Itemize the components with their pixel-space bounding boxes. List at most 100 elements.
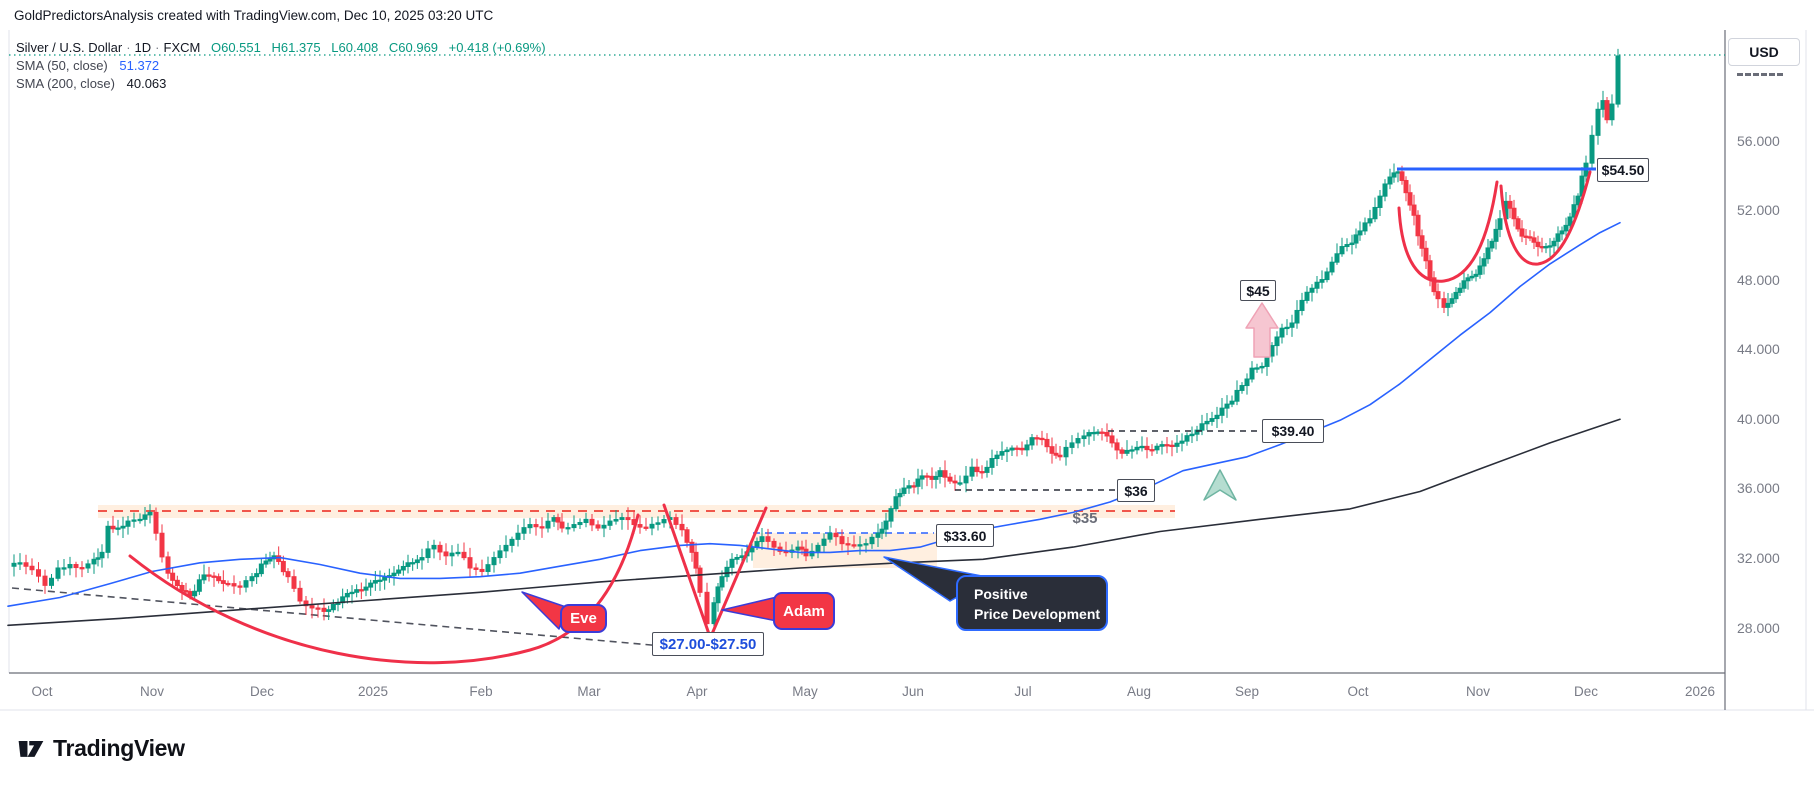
candle: [1519, 228, 1525, 237]
adam-v-left[interactable]: [662, 503, 711, 636]
candle: [1457, 287, 1463, 293]
candle: [1259, 365, 1265, 369]
candle: [613, 518, 619, 522]
candle: [1507, 200, 1513, 209]
candle: [1411, 204, 1417, 216]
candle: [1294, 309, 1300, 324]
candle: [85, 563, 91, 569]
candle: [1535, 241, 1541, 248]
candle: [1604, 100, 1610, 121]
candle: [1539, 246, 1545, 249]
candle: [55, 567, 61, 579]
candle: [1589, 134, 1595, 164]
candle: [1445, 302, 1451, 308]
teal-up-arrow[interactable]: [1203, 469, 1237, 501]
eve-rounded-bottom-curve[interactable]: [128, 513, 640, 665]
cup-curve-1[interactable]: [1397, 180, 1499, 283]
candle: [1314, 281, 1320, 289]
candle: [159, 532, 165, 558]
candle: [419, 557, 425, 561]
candle: [91, 558, 97, 565]
candle: [994, 454, 1000, 460]
pink-up-arrow[interactable]: [1245, 302, 1279, 358]
callout-tail[interactable]: [883, 556, 993, 602]
candle: [1465, 277, 1471, 282]
candle: [1407, 192, 1413, 206]
candle: [110, 525, 116, 530]
candle: [349, 591, 355, 595]
candle: [1009, 447, 1015, 451]
candle: [1419, 235, 1425, 249]
candle: [821, 538, 827, 546]
candle: [174, 579, 180, 586]
sma-50-line[interactable]: [7, 221, 1621, 608]
candle: [1119, 449, 1125, 454]
candle: [595, 524, 601, 529]
candle: [937, 470, 943, 477]
candle: [833, 532, 839, 538]
candle: [1551, 240, 1557, 247]
adam-v-right[interactable]: [710, 506, 768, 636]
candle: [372, 580, 378, 584]
candle: [1139, 445, 1145, 449]
candle: [125, 520, 131, 527]
candle: [649, 523, 655, 529]
candle: [734, 557, 740, 560]
candle: [1609, 103, 1615, 121]
candle: [153, 511, 159, 534]
candle: [437, 544, 443, 553]
candle: [942, 470, 948, 478]
candle: [1567, 216, 1573, 226]
candle: [1461, 280, 1467, 289]
candle: [619, 517, 625, 520]
candle: [1324, 271, 1330, 281]
candle: [875, 532, 881, 538]
candle: [577, 522, 583, 526]
candle: [491, 557, 497, 566]
candle: [1377, 195, 1383, 208]
candle: [1372, 206, 1378, 220]
cup-curve-2[interactable]: [1499, 170, 1592, 266]
candle: [1279, 327, 1285, 338]
candle: [405, 562, 411, 567]
candle: [551, 517, 557, 522]
candle: [431, 544, 437, 550]
candle: [1309, 287, 1315, 293]
candle: [449, 552, 455, 557]
candle: [61, 567, 67, 570]
candle: [473, 567, 479, 570]
candle: [1477, 265, 1483, 275]
candle: [170, 572, 176, 581]
candle: [1124, 449, 1130, 454]
candle: [509, 538, 515, 546]
adam-bubble-tail[interactable]: [721, 596, 778, 622]
candle: [1575, 195, 1581, 206]
candle: [179, 584, 185, 592]
candle: [1362, 222, 1368, 232]
candle: [1114, 442, 1120, 451]
candle: [1024, 444, 1030, 451]
candle: [1164, 444, 1170, 447]
candle: [115, 527, 121, 530]
candle: [1049, 446, 1055, 454]
candle: [1081, 435, 1087, 440]
candle: [1431, 277, 1437, 293]
candle: [839, 536, 845, 545]
candle: [1531, 237, 1537, 243]
candle: [974, 466, 980, 473]
candle: [23, 562, 29, 567]
candle: [49, 577, 54, 586]
candle: [36, 569, 41, 577]
candle: [192, 590, 198, 597]
candle: [1154, 445, 1160, 451]
candle: [1387, 176, 1393, 185]
candle: [1427, 260, 1433, 279]
candle: [1189, 433, 1195, 437]
candle: [583, 518, 589, 524]
sma-200-line[interactable]: [7, 418, 1621, 627]
candlestick-series: [11, 48, 1621, 641]
candle: [1367, 218, 1373, 224]
eve-bubble-tail[interactable]: [521, 591, 567, 630]
candle: [911, 485, 917, 488]
